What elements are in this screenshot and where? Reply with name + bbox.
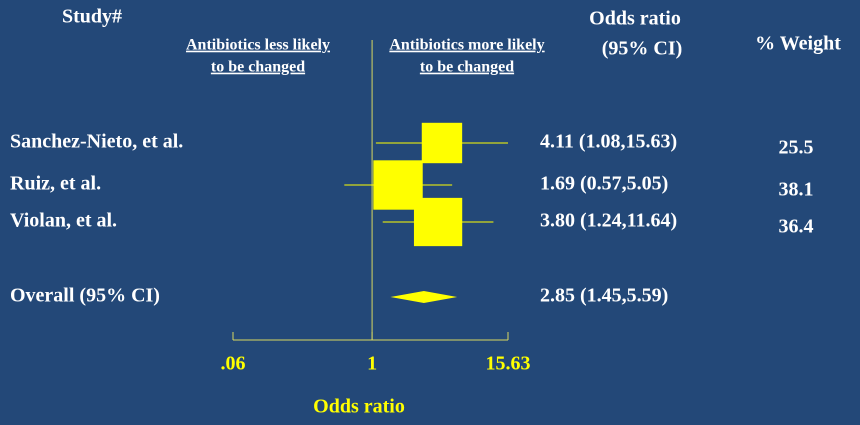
ci-label: 3.80 (1.24,11.64) bbox=[540, 210, 677, 232]
x-tick-label: .06 bbox=[221, 353, 246, 375]
right-label: Antibiotics more likely bbox=[389, 37, 544, 54]
weight-label: 36.4 bbox=[779, 216, 814, 238]
weight-box bbox=[413, 197, 463, 247]
overall-diamond bbox=[390, 291, 458, 303]
ci-header: (95% CI) bbox=[602, 38, 683, 60]
weight-label: 38.1 bbox=[779, 179, 814, 201]
left-label: Antibiotics less likely bbox=[186, 37, 330, 54]
ci-header: Odds ratio bbox=[589, 8, 681, 30]
weight-header: % Weight bbox=[755, 33, 841, 55]
left-label: to be changed bbox=[211, 59, 305, 76]
study-name: Ruiz, et al. bbox=[10, 173, 101, 195]
right-label: to be changed bbox=[420, 59, 514, 76]
ci-label: 1.69 (0.57,5.05) bbox=[540, 173, 668, 195]
study-name: Violan, et al. bbox=[10, 210, 117, 232]
x-axis-title: Odds ratio bbox=[313, 396, 405, 418]
overall-name: Overall (95% CI) bbox=[10, 285, 160, 307]
weight-box bbox=[421, 122, 463, 164]
weight-label: 25.5 bbox=[779, 137, 814, 159]
study-header: Study# bbox=[62, 6, 122, 28]
x-tick-label: 1 bbox=[367, 353, 377, 375]
ci-label: 4.11 (1.08,15.63) bbox=[540, 131, 677, 153]
overall-ci-label: 2.85 (1.45,5.59) bbox=[540, 285, 668, 307]
study-name: Sanchez-Nieto, et al. bbox=[10, 131, 183, 153]
x-tick-label: 15.63 bbox=[486, 353, 531, 375]
